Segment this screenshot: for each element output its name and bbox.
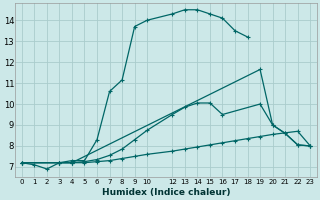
X-axis label: Humidex (Indice chaleur): Humidex (Indice chaleur) (102, 188, 230, 197)
